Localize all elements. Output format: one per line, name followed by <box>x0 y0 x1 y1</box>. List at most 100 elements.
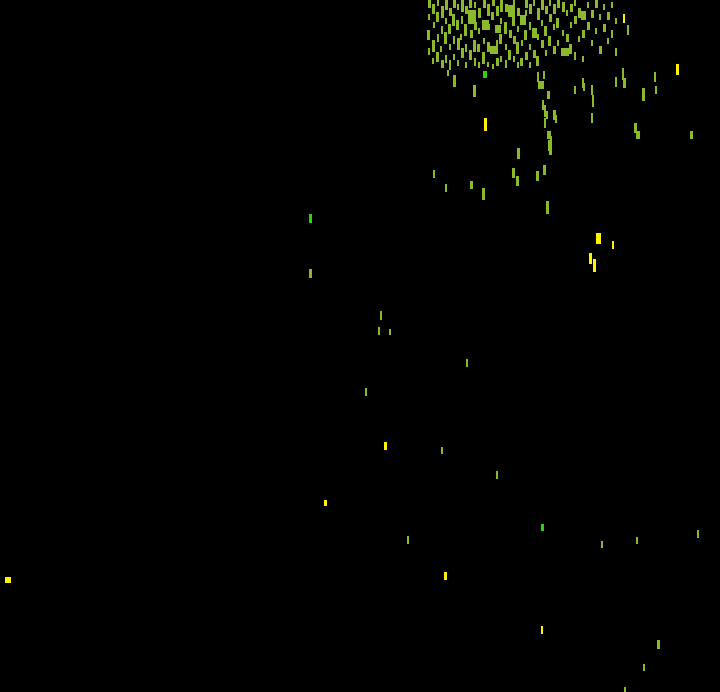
particle <box>453 36 455 44</box>
particle <box>441 6 444 18</box>
particle <box>516 42 519 54</box>
particle <box>546 201 549 214</box>
particle <box>445 0 448 10</box>
particle <box>378 327 380 335</box>
particle <box>599 14 601 20</box>
particle <box>496 40 498 46</box>
particle <box>444 32 447 44</box>
particle <box>541 524 544 531</box>
particle <box>482 188 485 200</box>
particle <box>634 123 637 133</box>
particle <box>509 30 512 38</box>
particle <box>520 58 523 66</box>
particle <box>461 48 464 58</box>
particle <box>583 83 585 91</box>
particle <box>544 26 547 36</box>
particle <box>596 233 601 244</box>
particle <box>483 71 487 78</box>
particle <box>581 11 586 20</box>
particle <box>574 86 576 94</box>
particle <box>553 4 556 14</box>
particle <box>496 58 499 66</box>
particle <box>574 16 577 24</box>
particle <box>309 269 312 278</box>
particle <box>474 58 476 66</box>
particle <box>452 14 455 26</box>
particle <box>457 38 460 50</box>
particle <box>432 4 435 14</box>
particle <box>595 28 597 34</box>
particle <box>437 0 439 6</box>
particle <box>482 20 489 30</box>
particle <box>603 24 606 32</box>
particle <box>541 626 543 634</box>
particle <box>487 4 490 16</box>
particle <box>562 2 565 12</box>
particle <box>465 44 467 52</box>
particle <box>582 56 584 62</box>
particle <box>456 20 459 30</box>
particle <box>536 56 539 66</box>
particle <box>428 14 430 20</box>
particle <box>432 58 434 64</box>
particle <box>457 60 459 66</box>
particle <box>546 111 548 119</box>
particle <box>389 329 391 335</box>
particle <box>615 18 617 24</box>
particle <box>547 131 551 139</box>
particle <box>561 48 569 56</box>
particle <box>447 70 449 76</box>
particle <box>612 241 614 249</box>
particle <box>512 16 515 26</box>
particle <box>557 40 559 46</box>
particle <box>529 22 531 30</box>
particle <box>525 52 528 60</box>
particle <box>517 8 520 16</box>
particle <box>549 0 551 6</box>
particle <box>468 10 476 24</box>
particle <box>521 40 523 46</box>
particle <box>595 0 598 8</box>
particle <box>589 253 592 264</box>
particle <box>484 118 487 131</box>
particle <box>464 24 467 36</box>
particle <box>453 75 456 87</box>
particle <box>461 16 463 24</box>
particle <box>615 48 617 56</box>
particle <box>499 34 502 44</box>
particle <box>569 44 572 54</box>
particle <box>557 0 560 8</box>
particle <box>545 6 548 14</box>
particle <box>324 500 327 506</box>
particle <box>428 0 431 8</box>
particle <box>516 176 519 186</box>
particle <box>533 50 536 58</box>
particle <box>529 44 531 50</box>
particle <box>615 77 617 87</box>
particle <box>542 100 544 110</box>
particle <box>520 15 526 25</box>
particle <box>513 0 515 6</box>
particle <box>444 572 447 580</box>
particle <box>513 36 516 44</box>
particle <box>591 85 593 95</box>
particle <box>436 12 439 22</box>
particle <box>482 52 485 64</box>
particle <box>529 4 532 14</box>
particle <box>537 8 540 20</box>
particle <box>582 30 585 38</box>
particle <box>562 30 564 36</box>
particle <box>574 0 576 6</box>
particle <box>553 46 556 54</box>
particle <box>453 54 455 60</box>
particle <box>538 81 544 89</box>
particle <box>517 148 520 159</box>
particle <box>491 12 494 20</box>
particle <box>676 64 679 75</box>
particle <box>512 168 515 178</box>
particle <box>549 147 552 155</box>
particle <box>622 68 624 80</box>
particle <box>449 60 451 70</box>
particle <box>433 170 435 178</box>
particle <box>657 640 660 649</box>
